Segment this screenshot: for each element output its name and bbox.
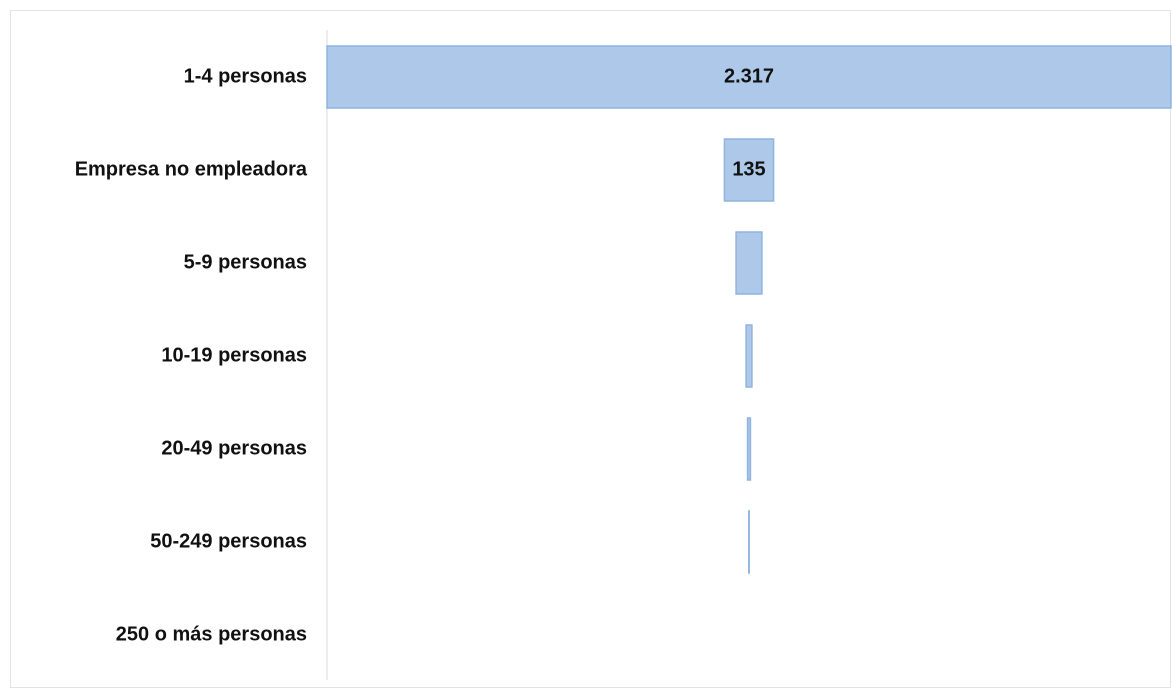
chart-border xyxy=(10,10,1171,688)
bar xyxy=(723,138,775,202)
bar xyxy=(735,231,763,295)
category-label: 20-49 personas xyxy=(161,437,307,459)
category-label: 5-9 personas xyxy=(184,251,307,273)
bar xyxy=(746,417,752,481)
category-label: 1-4 personas xyxy=(184,65,307,87)
category-label: 50-249 personas xyxy=(150,530,307,552)
bar xyxy=(326,45,1172,109)
bar xyxy=(745,324,753,388)
data-label: 2.317 xyxy=(724,65,774,87)
data-label: 135 xyxy=(732,158,765,180)
category-label: 250 o más personas xyxy=(116,623,307,645)
category-label: Empresa no empleadora xyxy=(75,158,308,180)
category-label: 10-19 personas xyxy=(161,344,307,366)
